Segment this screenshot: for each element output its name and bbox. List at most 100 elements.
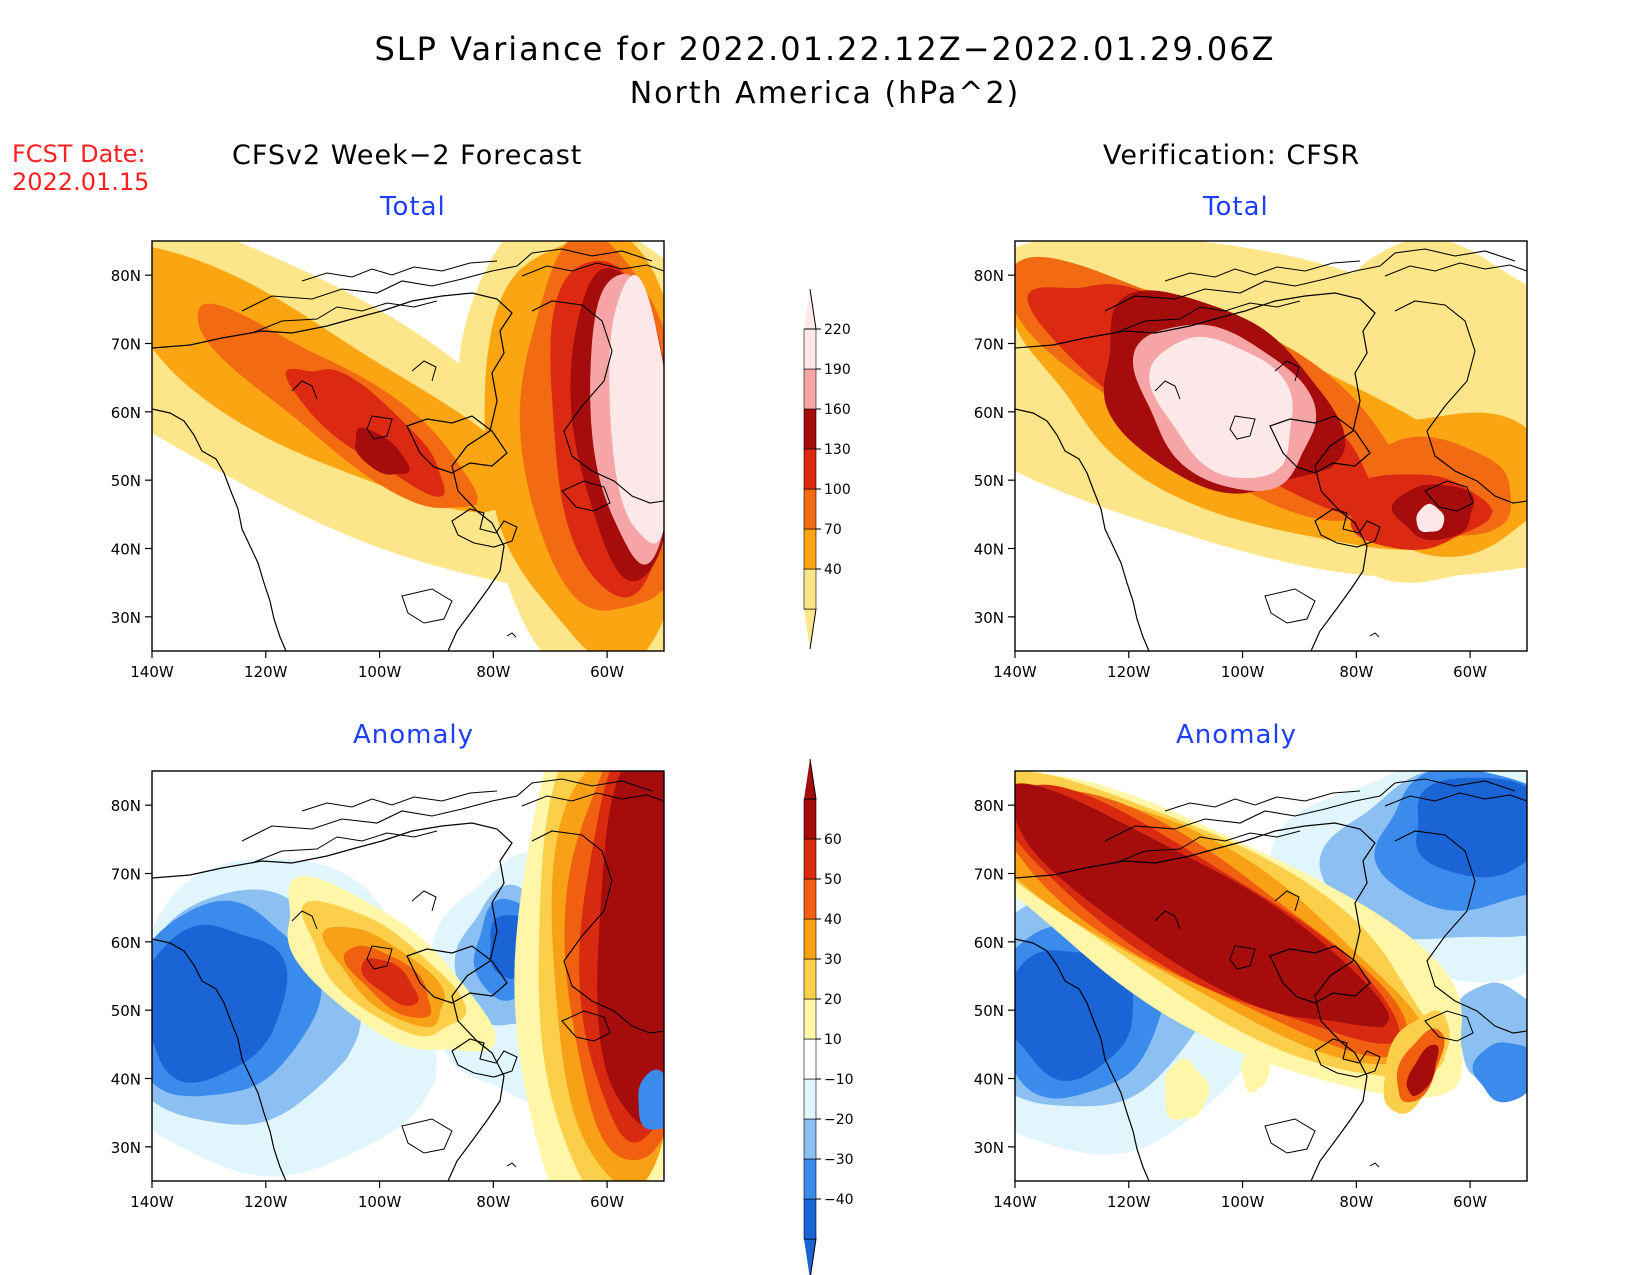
lon-tick-label: 140W — [993, 1193, 1037, 1211]
colorbar-total-swatch — [803, 528, 817, 570]
colorbar-anomaly-label: 30 — [824, 952, 842, 968]
colorbar-total-high-end — [804, 288, 817, 330]
colorbar-anomaly-label: −20 — [824, 1112, 854, 1128]
panel-title-verif-anomaly: Anomaly — [1176, 720, 1298, 750]
colorbar-total-label: 40 — [824, 562, 842, 578]
lat-tick-label: 30N — [111, 609, 141, 627]
lon-tick-label: 80W — [476, 663, 510, 681]
colorbar-anomaly-label: 20 — [824, 992, 842, 1008]
verification-column-title: Verification: CFSR — [1103, 140, 1361, 171]
lat-tick-label: 40N — [974, 541, 1004, 559]
contour-fill-verif-anomaly-18 — [1406, 1044, 1439, 1097]
map-frame-fcst-total — [151, 240, 665, 652]
lat-tick-label: 50N — [974, 472, 1004, 490]
colorbar-total-swatch — [803, 328, 817, 370]
colorbar-anomaly-swatch — [803, 878, 817, 920]
panel-title-fcst-anomaly: Anomaly — [353, 720, 475, 750]
colorbar-anomaly-swatch — [803, 1038, 817, 1080]
lat-tick-label: 50N — [111, 1002, 141, 1020]
lat-tick-label: 30N — [974, 609, 1004, 627]
contour-fill-fcst-total-8 — [354, 427, 410, 475]
map-frame-verif-anomaly — [1014, 770, 1528, 1182]
lat-tick-label: 70N — [111, 336, 141, 354]
colorbar-anomaly-swatch — [803, 1118, 817, 1160]
lat-tick-label: 40N — [111, 541, 141, 559]
lat-tick-label: 80N — [974, 797, 1004, 815]
colorbar-anomaly-swatch — [803, 1198, 817, 1240]
lon-tick-label: 100W — [1221, 1193, 1265, 1211]
lon-tick-label: 140W — [993, 663, 1037, 681]
fcst-date-value: 2022.01.15 — [12, 168, 150, 196]
lat-tick-label: 80N — [974, 267, 1004, 285]
lon-tick-label: 140W — [130, 1193, 174, 1211]
colorbar-anomaly-high-end — [804, 758, 817, 800]
lat-tick-label: 40N — [111, 1071, 141, 1089]
map-panel-fcst-total — [152, 241, 664, 651]
lon-tick-label: 120W — [1107, 663, 1151, 681]
lon-tick-label: 80W — [1339, 663, 1373, 681]
colorbar-total-swatch — [803, 368, 817, 410]
lon-tick-label: 140W — [130, 663, 174, 681]
colorbar-anomaly-swatch — [803, 958, 817, 1000]
lat-tick-label: 70N — [974, 336, 1004, 354]
lon-tick-label: 60W — [1453, 663, 1487, 681]
lat-tick-label: 60N — [974, 934, 1004, 952]
lon-tick-label: 60W — [590, 1193, 624, 1211]
map-panel-fcst-anomaly — [152, 771, 664, 1181]
colorbar-anomaly-low-end — [804, 1238, 817, 1275]
lon-tick-label: 120W — [244, 663, 288, 681]
lat-tick-label: 40N — [974, 1071, 1004, 1089]
lon-tick-label: 60W — [590, 663, 624, 681]
colorbar-total-swatch — [803, 488, 817, 530]
contour-fill-verif-anomaly-20 — [1241, 1050, 1270, 1093]
contour-fill-fcst-anomaly-12 — [361, 958, 419, 1007]
colorbar-total-label: 160 — [824, 402, 851, 418]
colorbar-anomaly-swatch — [803, 1078, 817, 1120]
contour-fill-verif-anomaly-3 — [1015, 950, 1133, 1081]
colorbar-anomaly-label: 40 — [824, 912, 842, 928]
panel-title-fcst-total: Total — [380, 192, 446, 222]
lon-tick-label: 100W — [358, 663, 402, 681]
colorbar-total-label: 190 — [824, 362, 851, 378]
lon-tick-label: 100W — [1221, 663, 1265, 681]
lat-tick-label: 30N — [111, 1139, 141, 1157]
colorbar-anomaly-label: 60 — [824, 832, 842, 848]
lat-tick-label: 50N — [111, 472, 141, 490]
contour-fill-fcst-anomaly-19 — [638, 1069, 664, 1130]
colorbar-total-label: 220 — [824, 322, 851, 338]
figure-subtitle: North America (hPa^2) — [629, 76, 1021, 111]
colorbar-anomaly: −40 −30 −20 −10 10 20 30 40 50 60 — [803, 758, 854, 1275]
lat-tick-label: 30N — [974, 1139, 1004, 1157]
contour-fill-fcst-anomaly-18 — [597, 771, 664, 1126]
contour-fill-verif-total-12 — [1416, 503, 1445, 533]
colorbar-anomaly-label: −10 — [824, 1072, 854, 1088]
forecast-column-title: CFSv2 Week−2 Forecast — [232, 140, 583, 171]
contour-fill-verif-anomaly-19 — [1164, 1058, 1210, 1120]
contour-fill-verif-anomaly-9 — [1472, 1042, 1527, 1103]
lat-tick-label: 70N — [111, 866, 141, 884]
contour-fill-verif-anomaly-15 — [1015, 783, 1389, 1028]
panel-title-verif-total: Total — [1203, 192, 1269, 222]
lon-tick-label: 100W — [358, 1193, 402, 1211]
colorbar-anomaly-swatch — [803, 838, 817, 880]
lat-tick-label: 50N — [974, 1002, 1004, 1020]
colorbar-anomaly-swatch — [803, 998, 817, 1040]
lat-tick-label: 60N — [111, 404, 141, 422]
colorbar-total-swatch — [803, 568, 817, 610]
lat-tick-label: 60N — [111, 934, 141, 952]
contour-fill-fcst-total-11 — [609, 274, 664, 544]
map-frame-fcst-anomaly — [151, 770, 665, 1182]
lon-tick-label: 120W — [244, 1193, 288, 1211]
colorbar-anomaly-swatch — [803, 1158, 817, 1200]
colorbar-anomaly-label: −40 — [824, 1192, 854, 1208]
colorbar-total-low-end — [804, 608, 817, 650]
figure-title: SLP Variance for 2022.01.22.12Z−2022.01.… — [374, 30, 1276, 68]
colorbar-anomaly-label: 50 — [824, 872, 842, 888]
lon-tick-label: 60W — [1453, 1193, 1487, 1211]
colorbar-total-swatch — [803, 408, 817, 450]
colorbar-anomaly-swatch — [803, 798, 817, 840]
lat-tick-label: 70N — [974, 866, 1004, 884]
lat-tick-label: 60N — [974, 404, 1004, 422]
contour-fill-fcst-anomaly-3 — [152, 924, 288, 1083]
